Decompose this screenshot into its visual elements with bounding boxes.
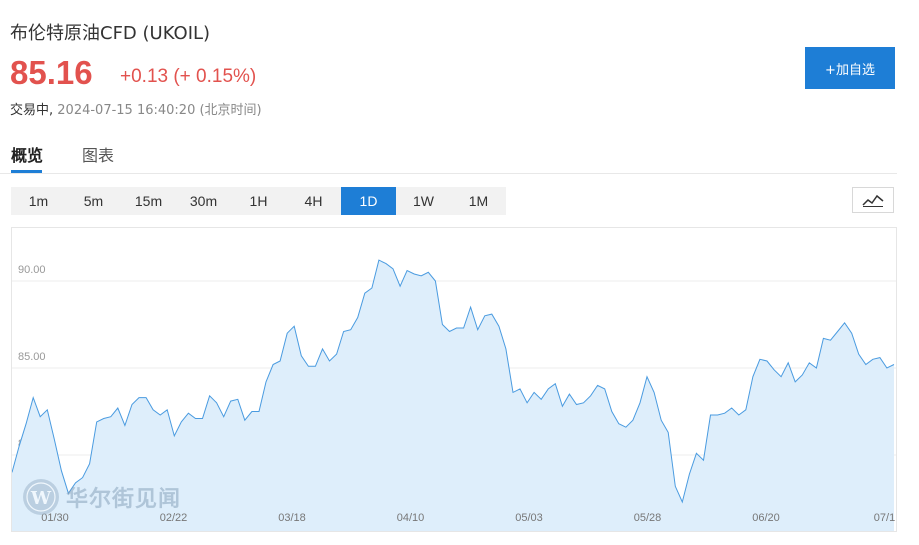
period-4h[interactable]: 4H	[304, 193, 323, 209]
timestamp: 2024-07-15 16:40:20 (北京时间)	[57, 103, 262, 118]
period-30m[interactable]: 30m	[189, 193, 218, 209]
x-tick-label: 03/18	[278, 512, 306, 524]
period-1w[interactable]: 1W	[413, 193, 434, 209]
instrument-title: 布伦特原油CFD (UKOIL)	[10, 23, 211, 44]
trading-status: 交易中, 2024-07-15 16:40:20 (北京时间)	[10, 99, 262, 118]
current-price: 85.16	[10, 54, 93, 91]
x-tick-label: 05/28	[634, 512, 662, 524]
price-chart-svg: 80.0085.0090.0001/3002/2203/1804/1005/03…	[12, 259, 896, 531]
x-tick-label: 06/20	[752, 512, 780, 524]
line-chart-icon	[862, 194, 884, 207]
period-1mo[interactable]: 1M	[468, 193, 489, 209]
x-tick-label: 02/22	[160, 512, 188, 524]
active-tab-indicator	[11, 170, 42, 173]
x-tick-label: 07/1	[874, 512, 895, 524]
x-tick-label: 05/03	[515, 512, 543, 524]
x-tick-label: 04/10	[397, 512, 425, 524]
chart-type-button[interactable]	[852, 187, 894, 213]
period-1m[interactable]: 1m	[28, 193, 49, 209]
y-tick-label: 90.00	[18, 264, 46, 276]
tab-overview[interactable]: 概览	[11, 146, 44, 165]
price-change: +0.13 (+ 0.15%)	[120, 66, 257, 87]
period-1d[interactable]: 1D	[341, 187, 396, 215]
period-selector: 1m 5m 15m 30m 1H 4H 1D 1W 1M	[11, 187, 506, 215]
status-label: 交易中,	[10, 103, 54, 118]
price-chart: 80.0085.0090.0001/3002/2203/1804/1005/03…	[11, 227, 897, 532]
period-15m[interactable]: 15m	[134, 193, 163, 209]
price-area	[12, 260, 894, 531]
add-to-watchlist-button[interactable]: +加自选	[805, 47, 895, 89]
tab-chart[interactable]: 图表	[82, 146, 115, 165]
period-1h[interactable]: 1H	[249, 193, 268, 209]
y-tick-label: 85.00	[18, 351, 46, 363]
x-tick-label: 01/30	[41, 512, 69, 524]
price-line	[12, 259, 895, 504]
period-5m[interactable]: 5m	[83, 193, 104, 209]
tab-bar: 概览 图表	[0, 133, 897, 174]
